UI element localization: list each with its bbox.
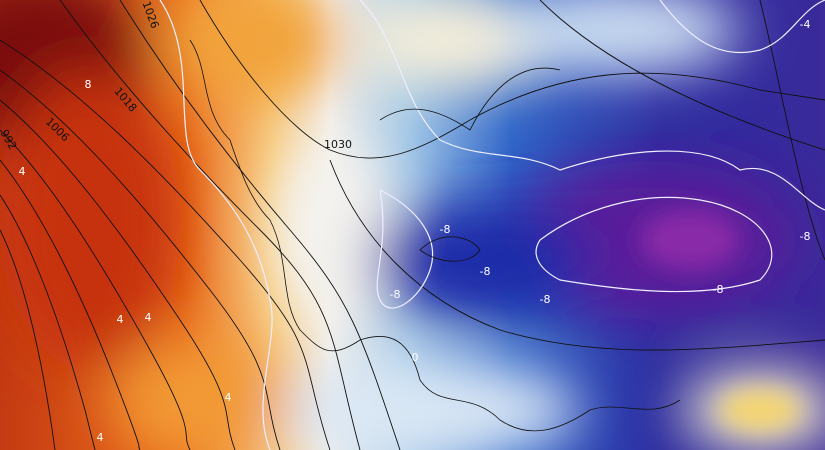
isotherm-label: -4 bbox=[800, 18, 811, 31]
isotherm-label: 4 bbox=[19, 165, 26, 178]
isobar-label: 1030 bbox=[324, 138, 352, 151]
isotherm-label: -8 bbox=[390, 288, 401, 301]
isotherm-label: -8 bbox=[800, 230, 811, 243]
isotherm-label: -8 bbox=[713, 283, 724, 296]
isotherm-label: 4 bbox=[97, 431, 104, 444]
isotherms bbox=[159, 0, 825, 450]
isotherm-label: -8 bbox=[480, 265, 491, 278]
coastlines bbox=[189, 39, 681, 432]
isotherm-label: 4 bbox=[117, 313, 124, 326]
isotherm-label: 4 bbox=[145, 311, 152, 324]
isotherm-label: 8 bbox=[85, 78, 92, 91]
isotherm-label: -8 bbox=[440, 223, 451, 236]
isotherm-label: 0 bbox=[412, 351, 419, 364]
isotherm-label: -8 bbox=[540, 293, 551, 306]
isotherm-label: 4 bbox=[225, 391, 232, 404]
